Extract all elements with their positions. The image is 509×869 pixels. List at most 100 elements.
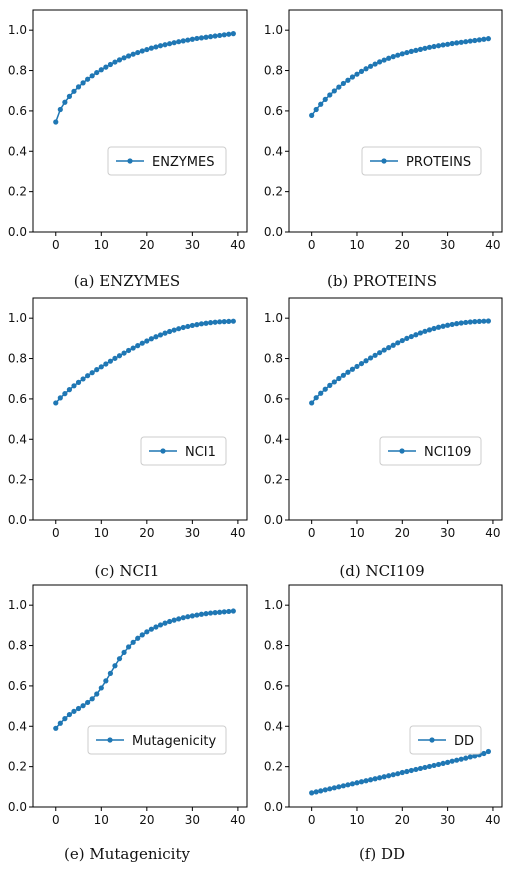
data-point	[207, 34, 214, 40]
data-point	[395, 340, 401, 346]
y-tick-label: 0.6	[264, 104, 283, 118]
data-point	[198, 35, 205, 41]
data-point	[94, 69, 100, 76]
data-point	[89, 370, 95, 376]
data-point	[121, 55, 127, 61]
caption-e: (e) Mutagenicity	[64, 845, 190, 863]
y-tick-label: 0.6	[8, 679, 27, 693]
legend-label: NCI1	[185, 445, 216, 460]
data-point	[121, 350, 127, 356]
data-point	[458, 39, 464, 45]
x-tick-label: 10	[94, 238, 109, 252]
data-point	[399, 769, 405, 776]
data-point	[472, 319, 478, 325]
legend-label: NCI109	[424, 445, 471, 460]
data-point	[476, 37, 482, 43]
data-point	[153, 624, 159, 630]
data-point	[327, 382, 333, 388]
data-point	[126, 53, 132, 59]
data-point	[139, 632, 145, 638]
x-tick-label: 40	[230, 813, 245, 827]
y-tick-label: 0.8	[264, 352, 283, 366]
legend-label: DD	[454, 734, 474, 749]
data-point	[135, 49, 141, 56]
data-point	[94, 367, 100, 373]
data-point	[157, 43, 164, 49]
data-point	[449, 321, 455, 328]
y-tick-label: 0.0	[8, 225, 27, 239]
data-point	[331, 379, 337, 385]
data-point	[354, 780, 360, 786]
data-point	[386, 55, 392, 61]
data-point	[75, 84, 82, 90]
data-point	[467, 319, 473, 325]
x-tick-label: 30	[185, 238, 200, 252]
chart-e: 0 10 20 30 40 0.0 0.2 0.4 0.6 0.8 1.0 Mutagenicity	[8, 584, 248, 827]
data-point	[340, 80, 346, 87]
data-point	[162, 42, 168, 48]
data-point	[85, 699, 91, 706]
y-tick-label: 0.6	[8, 392, 27, 406]
data-point	[180, 38, 186, 44]
chart-c: 0 10 20 30 40 0.0 0.2 0.4 0.6 0.8 1.0 NCI1	[8, 297, 248, 540]
data-point	[217, 319, 223, 325]
data-point	[66, 711, 73, 718]
data-point	[212, 33, 218, 39]
data-point	[107, 61, 114, 68]
data-point	[166, 328, 173, 335]
data-point	[472, 37, 478, 44]
data-point	[417, 765, 424, 772]
y-tick-label: 0.8	[264, 639, 283, 653]
data-point	[203, 320, 209, 326]
data-point	[75, 379, 82, 385]
data-point	[189, 322, 195, 329]
data-point	[426, 44, 433, 50]
data-point	[481, 318, 487, 324]
data-point	[449, 758, 455, 764]
data-point	[185, 614, 191, 620]
data-point	[372, 352, 378, 358]
data-point	[413, 47, 419, 53]
data-point	[126, 347, 132, 354]
data-point	[130, 51, 136, 57]
y-tick-label: 1.0	[8, 23, 27, 37]
data-point	[349, 74, 356, 80]
x-tick-label: 10	[349, 813, 364, 827]
plot-frame	[32, 297, 248, 521]
data-point	[217, 32, 223, 39]
data-point	[377, 59, 383, 65]
series-line	[55, 320, 234, 404]
data-point	[207, 320, 214, 326]
data-point	[481, 750, 487, 757]
x-tick-label: 40	[230, 526, 245, 540]
x-tick-label: 20	[139, 526, 154, 540]
y-tick-label: 0.0	[8, 513, 27, 527]
caption-d: (d) NCI109	[339, 562, 425, 580]
x-tick-label: 40	[485, 238, 500, 252]
data-point	[203, 34, 209, 40]
caption-c: (c) NCI1	[94, 562, 160, 580]
x-tick-label: 20	[139, 238, 154, 252]
data-point	[336, 375, 342, 382]
data-point	[71, 88, 77, 94]
data-point	[98, 685, 104, 691]
chart-f: 0 10 20 30 40 0.0 0.2 0.4 0.6 0.8 1.0 DD	[264, 584, 503, 827]
data-point	[153, 44, 159, 50]
x-tick-label: 0	[308, 238, 316, 252]
data-point	[309, 112, 315, 118]
data-point	[345, 369, 351, 375]
legend-marker	[429, 737, 435, 743]
chart-d: 0 10 20 30 40 0.0 0.2 0.4 0.6 0.8 1.0 NCI109	[264, 297, 503, 540]
data-point	[139, 48, 145, 54]
data-point	[176, 616, 182, 622]
plot-frame	[288, 9, 503, 233]
data-point	[98, 67, 104, 73]
legend: ENZYMES	[107, 146, 227, 176]
data-point	[203, 611, 209, 617]
data-point	[71, 383, 77, 389]
series-line	[55, 610, 234, 729]
data-point	[408, 333, 414, 340]
data-point	[75, 705, 82, 712]
data-point	[194, 612, 200, 618]
data-point	[485, 318, 492, 324]
